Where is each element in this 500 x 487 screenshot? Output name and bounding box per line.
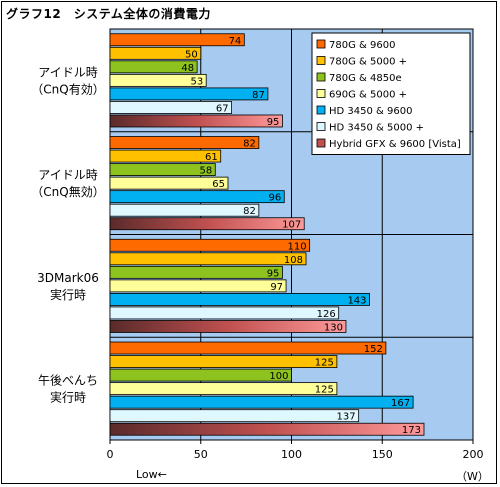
bar bbox=[109, 46, 202, 60]
bar bbox=[109, 163, 216, 176]
x-tick-label: 150 bbox=[372, 448, 393, 461]
x-tick-label: 200 bbox=[463, 448, 484, 461]
bar-value-label: 125 bbox=[315, 385, 334, 396]
bar-value-label: 173 bbox=[402, 425, 421, 436]
bar-value-label: 167 bbox=[391, 398, 410, 409]
category-label: 午後べんち実行時 bbox=[38, 374, 98, 405]
bar bbox=[109, 217, 305, 231]
bar-value-label: 130 bbox=[324, 322, 343, 333]
bar bbox=[109, 368, 292, 382]
bar-value-label: 108 bbox=[284, 255, 303, 266]
bar bbox=[109, 60, 198, 74]
bar bbox=[109, 395, 414, 409]
bar bbox=[109, 306, 340, 320]
bar bbox=[109, 279, 287, 293]
low-note: Low← bbox=[136, 468, 167, 481]
bar bbox=[109, 190, 285, 204]
bar bbox=[109, 355, 338, 368]
bar-value-label: 152 bbox=[364, 344, 383, 355]
bar-value-label: 61 bbox=[205, 152, 218, 163]
legend-label: HD 3450 & 5000 + bbox=[329, 123, 424, 134]
legend-swatch bbox=[316, 89, 326, 98]
bar-value-label: 65 bbox=[212, 179, 225, 190]
category-label: アイドル時（CnQ無効） bbox=[31, 168, 104, 199]
legend-label: 690G & 5000 + bbox=[329, 90, 407, 101]
bar bbox=[109, 203, 260, 217]
bar-value-label: 87 bbox=[252, 90, 265, 101]
unit-label: （W） bbox=[456, 470, 489, 483]
legend-box bbox=[311, 32, 471, 155]
bar bbox=[109, 114, 283, 128]
legend-swatch bbox=[316, 72, 326, 82]
legend-label: Hybrid GFX & 9600 [Vista] bbox=[329, 139, 461, 150]
bar bbox=[109, 409, 360, 423]
x-tick-label: 100 bbox=[281, 448, 302, 461]
bar-value-label: 50 bbox=[185, 49, 198, 60]
bar bbox=[109, 136, 260, 149]
bar-value-label: 74 bbox=[229, 36, 242, 47]
bar-value-label: 125 bbox=[315, 358, 334, 369]
bar bbox=[109, 293, 370, 306]
bar-value-label: 95 bbox=[267, 117, 280, 128]
bar-value-label: 82 bbox=[243, 139, 256, 150]
legend-label: 780G & 5000 + bbox=[329, 57, 407, 68]
bar bbox=[109, 238, 311, 252]
bar-value-label: 53 bbox=[190, 76, 203, 87]
legend-swatch bbox=[316, 39, 326, 49]
x-tick-label: 50 bbox=[194, 448, 208, 461]
bar bbox=[109, 265, 283, 279]
legend-swatch bbox=[316, 138, 326, 148]
bar bbox=[109, 320, 347, 333]
bar bbox=[109, 176, 229, 190]
bar-value-label: 137 bbox=[337, 412, 356, 423]
bar-value-label: 82 bbox=[243, 206, 256, 217]
bar-value-label: 95 bbox=[267, 268, 280, 279]
bar-value-label: 110 bbox=[288, 241, 307, 252]
bar bbox=[109, 341, 387, 355]
legend-swatch bbox=[316, 122, 326, 131]
category-label: アイドル時（CnQ有効） bbox=[31, 65, 104, 96]
bar-value-label: 48 bbox=[181, 63, 194, 74]
bar-value-label: 67 bbox=[216, 103, 229, 114]
legend-label: 780G & 4850e bbox=[329, 73, 402, 84]
bar-value-label: 96 bbox=[269, 193, 282, 204]
bar bbox=[109, 382, 338, 396]
legend-swatch bbox=[316, 56, 326, 65]
bar-value-label: 97 bbox=[270, 282, 283, 293]
bar-value-label: 58 bbox=[200, 166, 213, 177]
bar bbox=[109, 87, 269, 101]
bar-value-label: 126 bbox=[317, 309, 336, 320]
x-tick-label: 0 bbox=[107, 448, 114, 461]
bar bbox=[109, 101, 233, 114]
bar-value-label: 107 bbox=[282, 220, 301, 231]
legend-swatch bbox=[316, 105, 326, 115]
bar-value-label: 100 bbox=[269, 371, 288, 382]
bar bbox=[109, 252, 307, 266]
bar bbox=[109, 149, 222, 163]
bar bbox=[109, 33, 245, 47]
legend-label: HD 3450 & 9600 bbox=[329, 106, 412, 117]
bar bbox=[109, 73, 207, 87]
category-label: 3DMark06 実行時 bbox=[37, 271, 99, 302]
bar-value-label: 143 bbox=[347, 295, 366, 306]
legend-label: 780G & 9600 bbox=[329, 40, 395, 51]
bar bbox=[109, 422, 425, 436]
chart-title: グラフ12 システム全体の消費電力 bbox=[6, 7, 211, 21]
